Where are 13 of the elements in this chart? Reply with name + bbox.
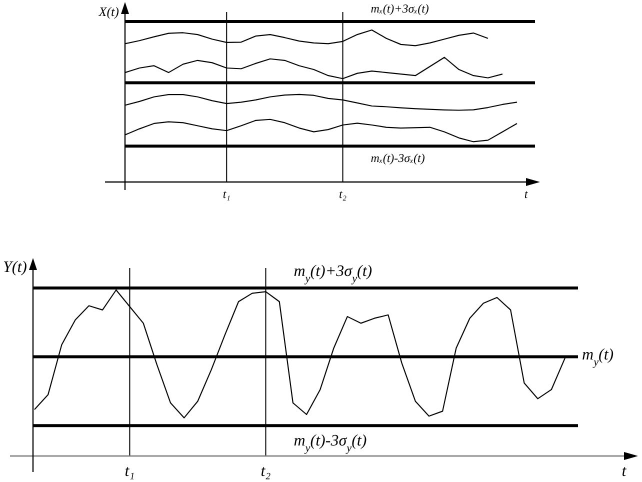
x-axis-title: t (524, 187, 528, 201)
ref-line-label: m$_{y}$(t)-3σ$_{y}$(t) (294, 432, 367, 455)
ref-line-label: mₓ(t)-3σₓ(t) (370, 151, 425, 166)
y-axis-title: Y(t) (3, 259, 27, 276)
x-tick-label: t₁ (124, 463, 135, 480)
x-axis-title: t (622, 463, 627, 480)
ref-line-label: mₓ(t)+3σₓ(t) (370, 1, 429, 16)
ref-line-label: m$_{y}$(t)+3σ$_{y}$(t) (294, 263, 372, 286)
y-axis-title: X(t) (98, 4, 119, 19)
x-tick-label: t₂ (339, 187, 347, 201)
x-tick-label: t₂ (260, 463, 272, 480)
x-tick-label: t₁ (222, 187, 230, 201)
ref-line-label: m$_{y}$(t) (582, 346, 614, 369)
